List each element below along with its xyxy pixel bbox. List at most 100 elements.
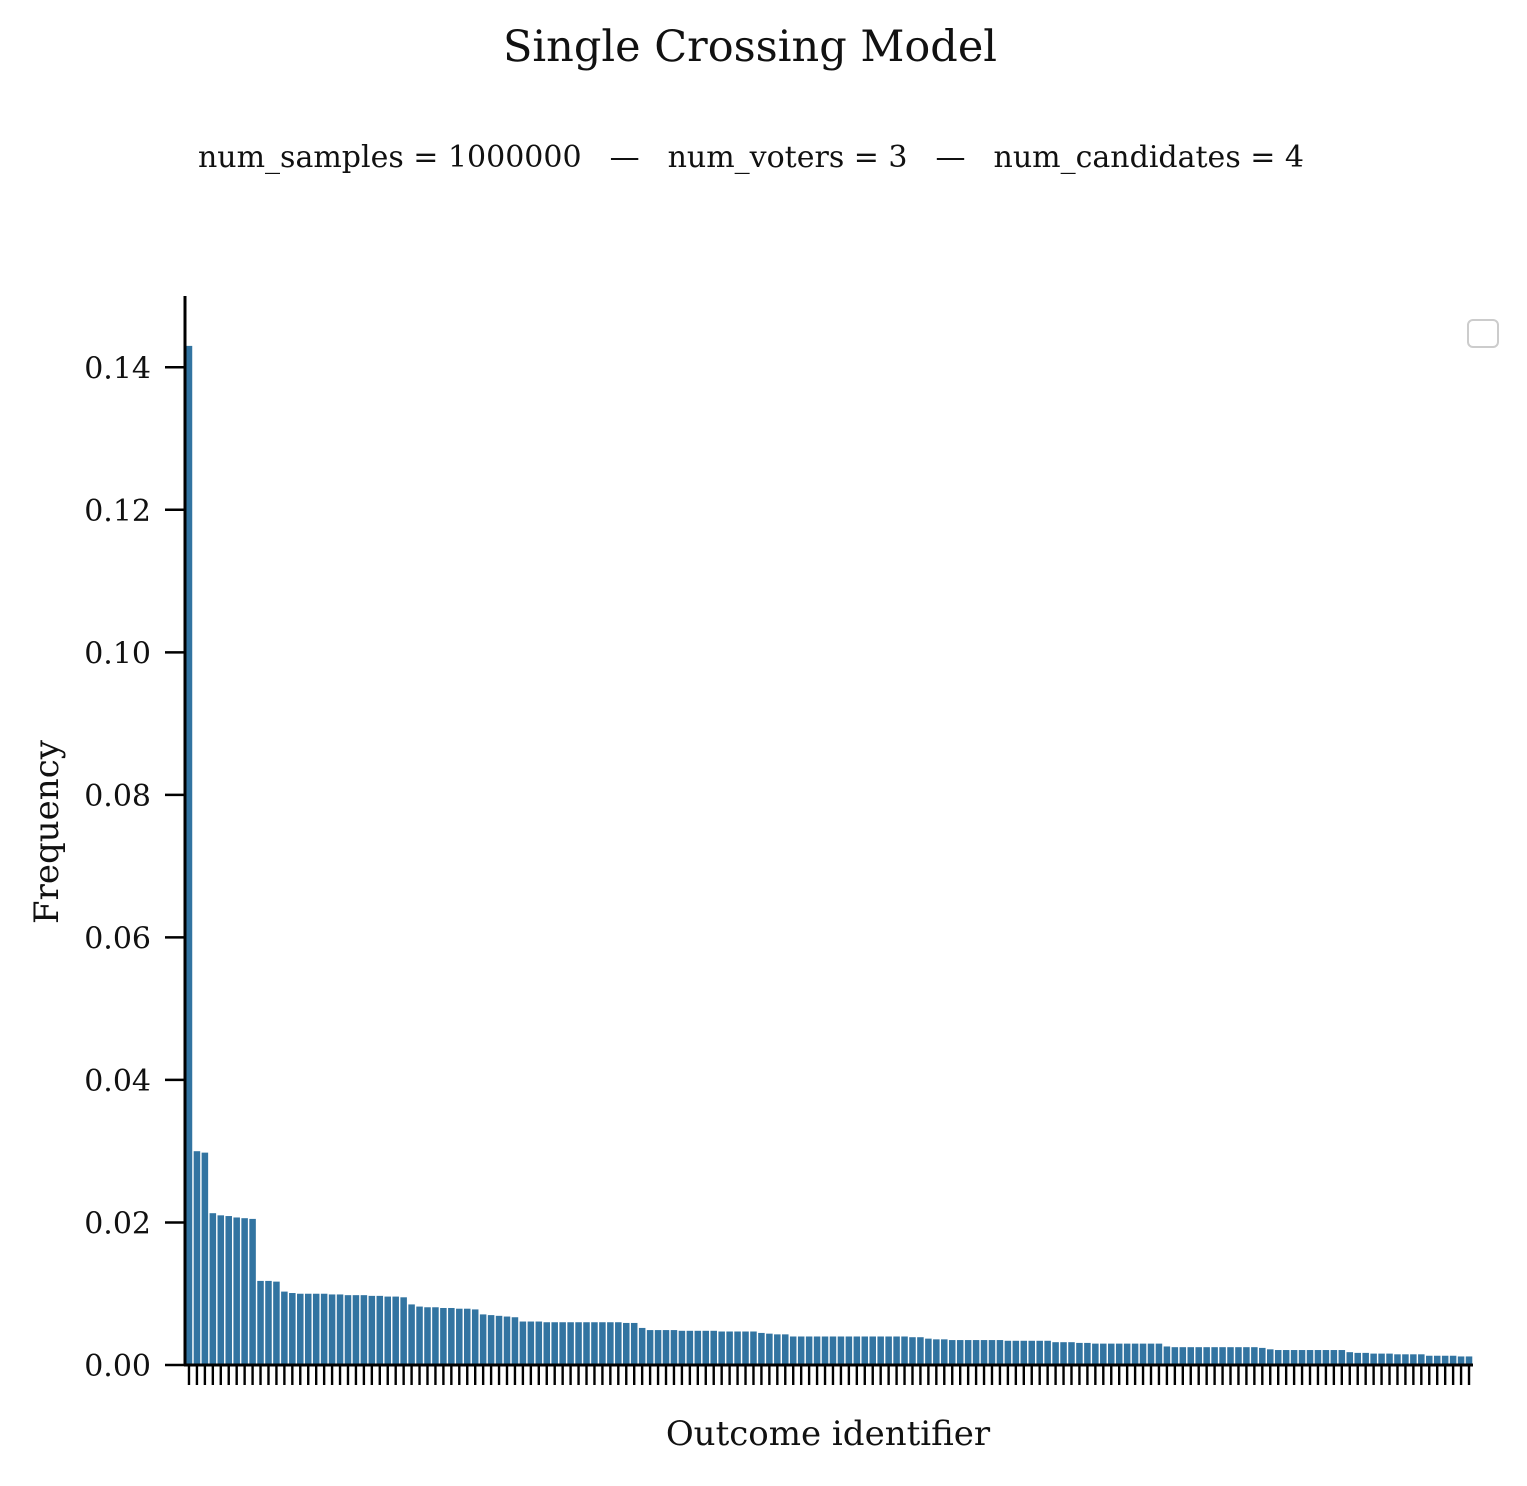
bar xyxy=(861,1336,869,1365)
bar xyxy=(869,1336,876,1365)
bar xyxy=(559,1322,566,1365)
bar xyxy=(623,1322,630,1365)
bar xyxy=(853,1336,861,1365)
bar xyxy=(1211,1347,1218,1365)
bar xyxy=(980,1340,988,1365)
bar xyxy=(1163,1346,1171,1365)
bar xyxy=(734,1331,741,1365)
bar xyxy=(384,1296,391,1365)
bar xyxy=(615,1322,622,1365)
bar xyxy=(312,1293,320,1365)
bar xyxy=(448,1307,455,1365)
bar xyxy=(933,1339,940,1365)
subtitle-separator: — xyxy=(609,140,640,175)
x-axis-label: Outcome identifier xyxy=(666,1414,991,1454)
bar xyxy=(1004,1340,1012,1365)
bar xyxy=(1314,1350,1322,1365)
bar xyxy=(837,1336,845,1365)
y-axis-label: Frequency xyxy=(27,739,67,924)
bar xyxy=(233,1217,240,1365)
bar xyxy=(1052,1342,1059,1365)
bar xyxy=(925,1338,932,1365)
bar xyxy=(821,1336,829,1365)
bar xyxy=(297,1293,304,1365)
chart-subtitle: num_samples = 1000000 — num_voters = 3 — num… xyxy=(0,140,1502,175)
x-axis-ticks xyxy=(187,1365,1471,1385)
bar xyxy=(336,1294,344,1365)
bar xyxy=(789,1336,797,1365)
bar xyxy=(996,1340,1004,1365)
y-tick-label: 0.12 xyxy=(84,494,151,529)
bar xyxy=(527,1321,535,1365)
bar xyxy=(1378,1353,1385,1365)
bar xyxy=(1147,1343,1155,1365)
bar xyxy=(630,1322,638,1365)
bar xyxy=(1386,1353,1393,1365)
bar xyxy=(1282,1350,1290,1365)
bar xyxy=(774,1334,781,1365)
bar xyxy=(503,1316,511,1365)
bar xyxy=(877,1336,884,1365)
bar-series xyxy=(185,345,1473,1365)
bar xyxy=(1203,1347,1210,1365)
y-tick-label: 0.10 xyxy=(84,636,151,671)
bar xyxy=(782,1334,789,1365)
bar xyxy=(400,1297,407,1365)
bar xyxy=(225,1216,232,1365)
bar xyxy=(209,1213,217,1365)
bar xyxy=(1219,1347,1226,1365)
bar xyxy=(901,1336,908,1365)
bar xyxy=(1100,1343,1107,1365)
subtitle-voters: num_voters = 3 xyxy=(667,140,908,175)
bar xyxy=(265,1280,272,1365)
bar xyxy=(829,1336,837,1365)
bar xyxy=(591,1322,598,1365)
y-tick-label: 0.04 xyxy=(84,1064,151,1099)
bar xyxy=(972,1340,980,1365)
y-tick-label: 0.00 xyxy=(84,1349,151,1384)
y-tick-label: 0.14 xyxy=(84,351,151,386)
bar xyxy=(289,1293,296,1365)
bar xyxy=(1410,1354,1417,1365)
bar xyxy=(948,1340,956,1365)
bar xyxy=(1433,1355,1441,1365)
bar xyxy=(1028,1340,1035,1365)
bar xyxy=(575,1322,582,1365)
bar xyxy=(813,1336,821,1365)
y-axis-ticks: 0.00 0.02 0.04 0.06 0.08 0.10 0.12 0.14 xyxy=(84,351,185,1384)
bar xyxy=(766,1333,773,1365)
bar xyxy=(1465,1356,1473,1365)
bar xyxy=(1267,1349,1274,1365)
bar xyxy=(909,1337,916,1365)
bar xyxy=(1330,1350,1338,1365)
subtitle-candidates: num_candidates = 4 xyxy=(993,140,1305,175)
bar xyxy=(694,1330,702,1365)
bar xyxy=(1123,1343,1131,1365)
bar xyxy=(964,1340,972,1365)
bar xyxy=(1338,1350,1346,1365)
bar xyxy=(1370,1353,1377,1365)
bar xyxy=(662,1330,670,1365)
bar xyxy=(1012,1340,1020,1365)
y-tick-label: 0.02 xyxy=(84,1206,151,1241)
bar xyxy=(599,1322,606,1365)
bar xyxy=(1179,1347,1187,1365)
bar xyxy=(1115,1343,1123,1365)
bar xyxy=(1036,1340,1043,1365)
bar xyxy=(742,1331,749,1365)
bar xyxy=(1346,1352,1354,1365)
bar xyxy=(304,1293,312,1365)
bar xyxy=(678,1330,686,1365)
chart-title: Single Crossing Model xyxy=(502,22,998,72)
bar xyxy=(654,1330,662,1365)
bar xyxy=(408,1304,415,1365)
bar xyxy=(360,1295,368,1365)
bar xyxy=(941,1339,948,1365)
bar xyxy=(1394,1354,1401,1365)
bar xyxy=(456,1308,463,1365)
bar xyxy=(1060,1342,1067,1365)
bar xyxy=(1139,1343,1147,1365)
bar xyxy=(1354,1352,1361,1365)
bar xyxy=(487,1315,495,1365)
